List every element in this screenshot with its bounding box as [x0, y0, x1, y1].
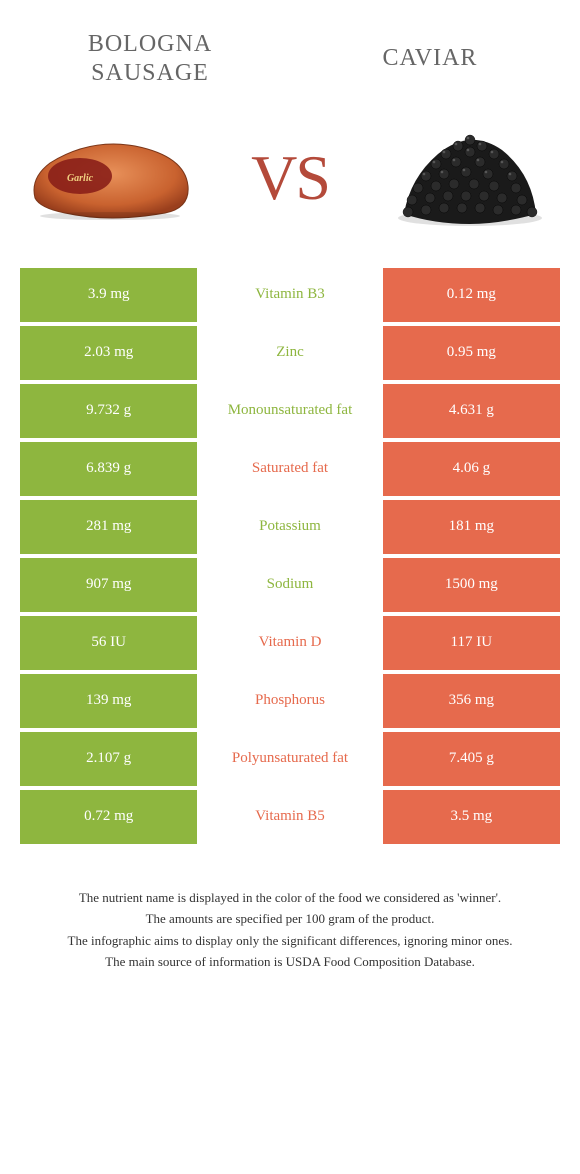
svg-text:Garlic: Garlic [67, 173, 94, 184]
nutrient-label: Vitamin B3 [201, 268, 378, 322]
nutrient-table: 3.9 mgVitamin B30.12 mg2.03 mgZinc0.95 m… [0, 268, 580, 844]
left-value: 2.107 g [20, 732, 197, 786]
right-food-title: Caviar [330, 44, 530, 73]
right-value: 1500 mg [383, 558, 560, 612]
right-value: 4.631 g [383, 384, 560, 438]
right-value: 356 mg [383, 674, 560, 728]
nutrient-label: Sodium [201, 558, 378, 612]
right-value: 0.12 mg [383, 268, 560, 322]
table-row: 2.03 mgZinc0.95 mg [20, 326, 560, 380]
table-row: 9.732 gMonounsaturated fat4.631 g [20, 384, 560, 438]
left-value: 281 mg [20, 500, 197, 554]
left-value: 56 IU [20, 616, 197, 670]
right-value: 4.06 g [383, 442, 560, 496]
nutrient-label: Monounsaturated fat [201, 384, 378, 438]
sausage-icon: Garlic [20, 118, 200, 238]
footer-line: The infographic aims to display only the… [30, 931, 550, 951]
nutrient-label: Potassium [201, 500, 378, 554]
left-value: 2.03 mg [20, 326, 197, 380]
right-value: 0.95 mg [383, 326, 560, 380]
right-value: 181 mg [383, 500, 560, 554]
table-row: 6.839 gSaturated fat4.06 g [20, 442, 560, 496]
vs-label: VS [251, 141, 329, 215]
table-row: 907 mgSodium1500 mg [20, 558, 560, 612]
nutrient-label: Phosphorus [201, 674, 378, 728]
footer-line: The main source of information is USDA F… [30, 952, 550, 972]
footer-notes: The nutrient name is displayed in the co… [0, 848, 580, 972]
caviar-icon [380, 118, 560, 238]
left-value: 0.72 mg [20, 790, 197, 844]
nutrient-label: Polyunsaturated fat [201, 732, 378, 786]
left-value: 139 mg [20, 674, 197, 728]
right-value: 3.5 mg [383, 790, 560, 844]
nutrient-label: Vitamin D [201, 616, 378, 670]
left-value: 6.839 g [20, 442, 197, 496]
nutrient-label: Vitamin B5 [201, 790, 378, 844]
table-row: 2.107 gPolyunsaturated fat7.405 g [20, 732, 560, 786]
left-value: 3.9 mg [20, 268, 197, 322]
table-row: 56 IUVitamin D117 IU [20, 616, 560, 670]
vs-row: Garlic VS [0, 98, 580, 268]
table-row: 3.9 mgVitamin B30.12 mg [20, 268, 560, 322]
nutrient-label: Zinc [201, 326, 378, 380]
right-value: 7.405 g [383, 732, 560, 786]
table-row: 281 mgPotassium181 mg [20, 500, 560, 554]
left-value: 9.732 g [20, 384, 197, 438]
right-value: 117 IU [383, 616, 560, 670]
footer-line: The amounts are specified per 100 gram o… [30, 909, 550, 929]
nutrient-label: Saturated fat [201, 442, 378, 496]
left-food-title: Bologna sausage [50, 30, 250, 88]
left-value: 907 mg [20, 558, 197, 612]
table-row: 0.72 mgVitamin B53.5 mg [20, 790, 560, 844]
header: Bologna sausage Caviar [0, 0, 580, 98]
footer-line: The nutrient name is displayed in the co… [30, 888, 550, 908]
table-row: 139 mgPhosphorus356 mg [20, 674, 560, 728]
